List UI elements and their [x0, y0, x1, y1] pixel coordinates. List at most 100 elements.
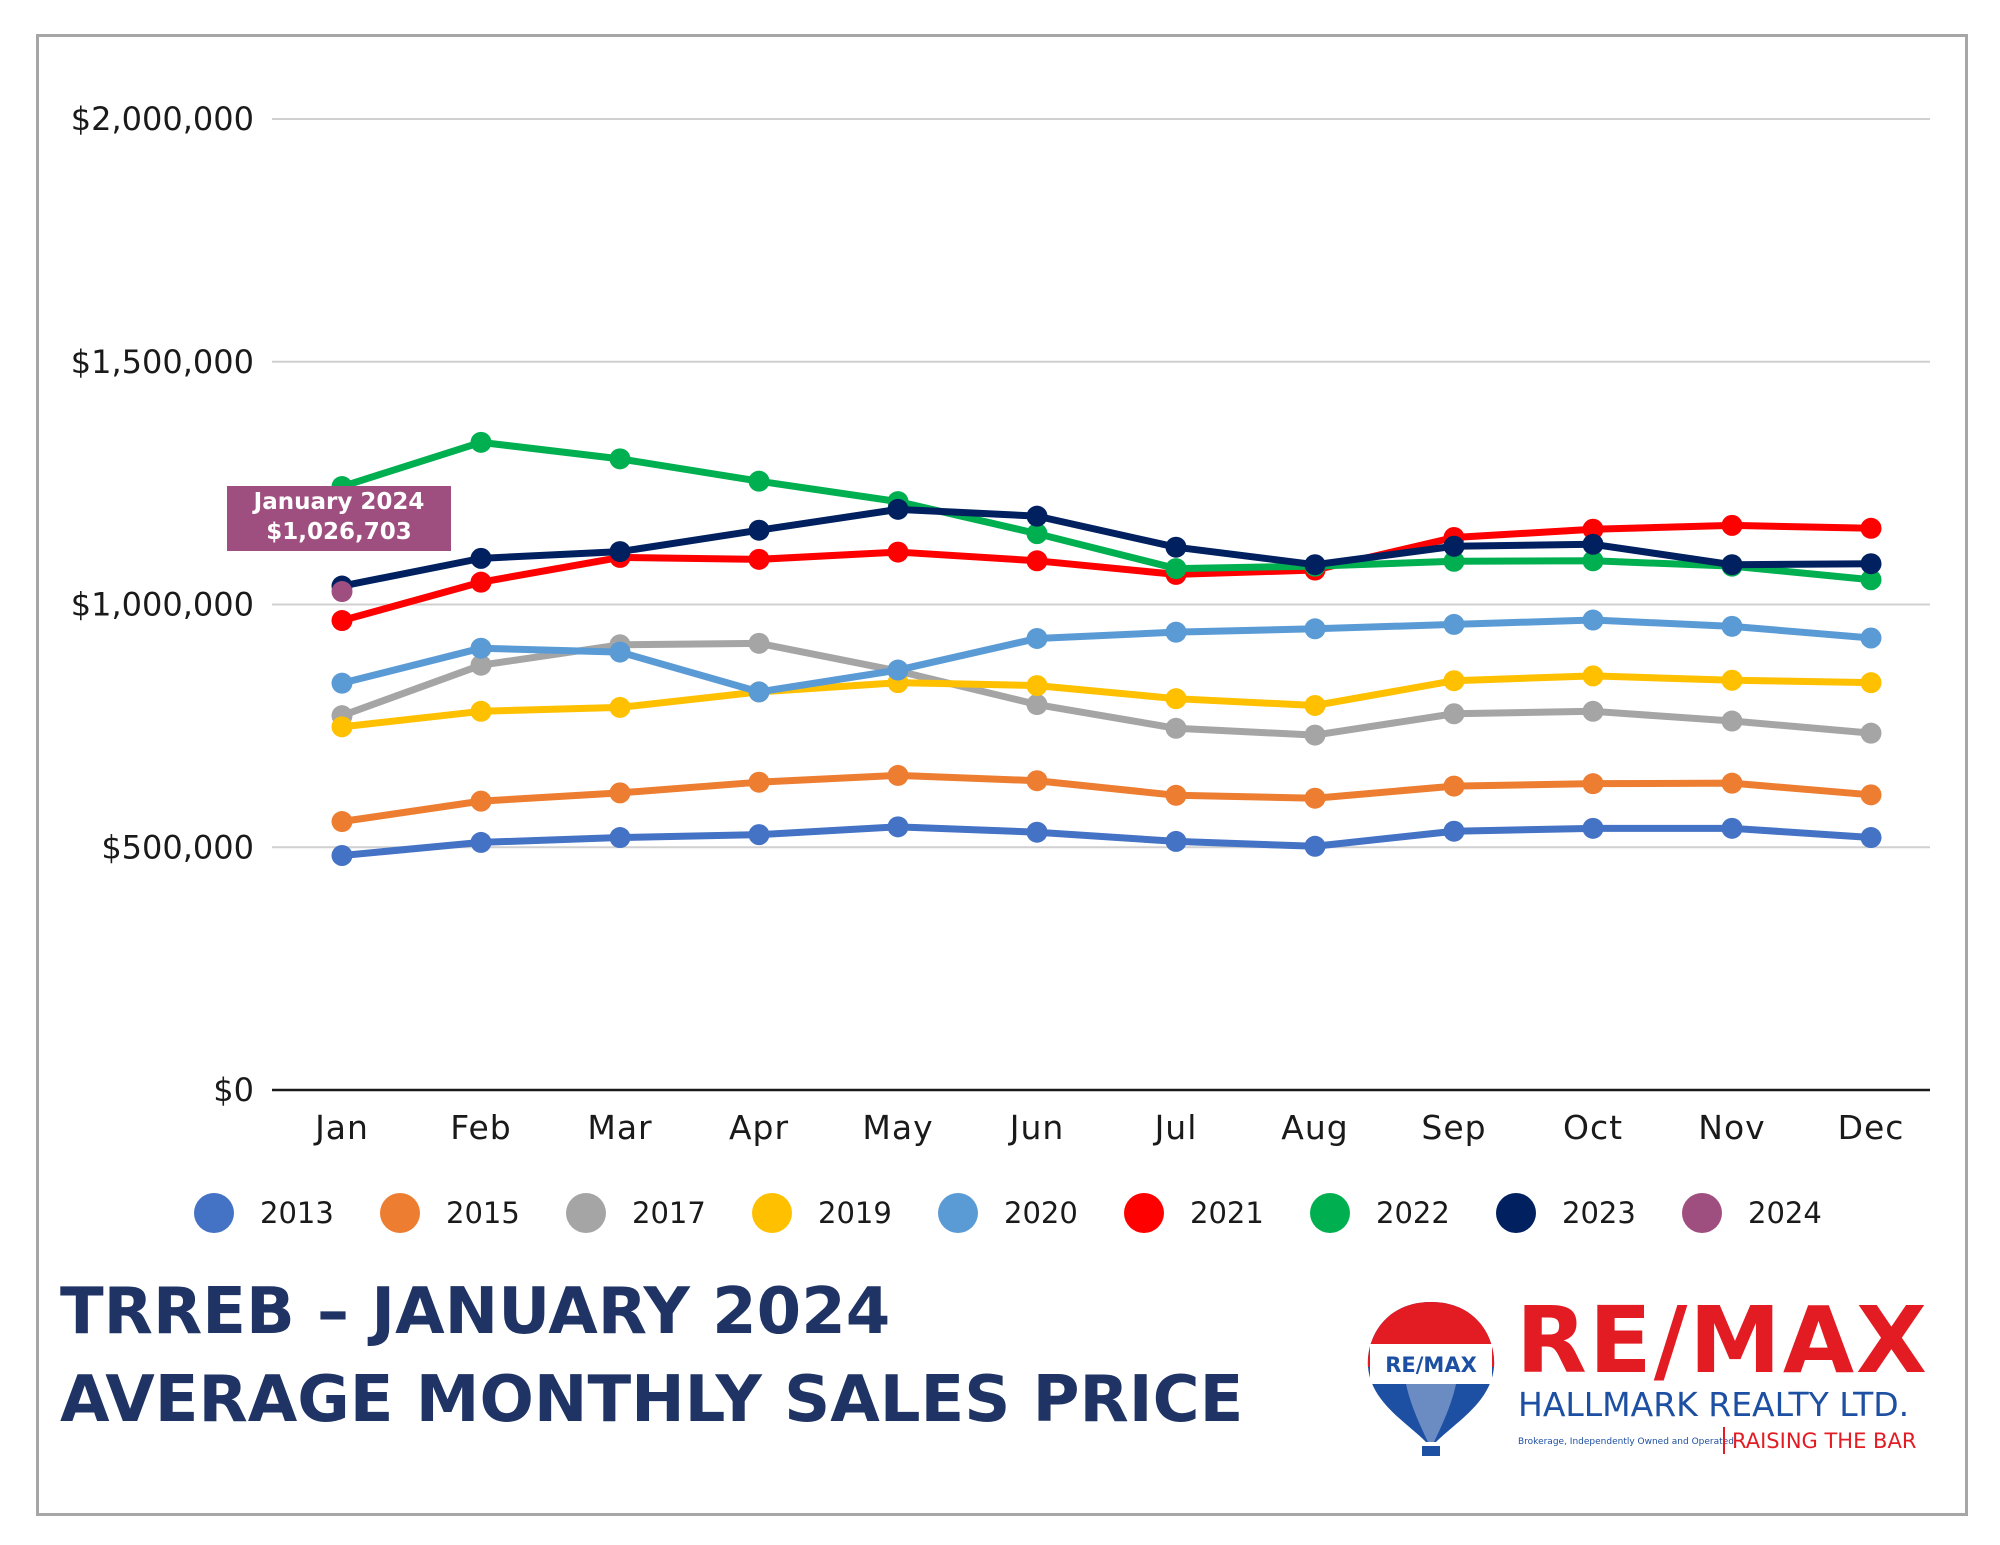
data-point — [1860, 784, 1882, 806]
data-point — [609, 641, 631, 663]
x-tick-label: Mar — [587, 1108, 652, 1147]
data-point — [1026, 675, 1048, 697]
page-title: TRREB – JANUARY 2024 AVERAGE MONTHLY SAL… — [60, 1268, 1243, 1444]
data-point — [1721, 554, 1743, 576]
data-point — [1721, 817, 1743, 839]
series-2023 — [331, 498, 1882, 597]
data-point — [609, 696, 631, 718]
legend-label: 2015 — [446, 1196, 520, 1230]
series-line — [338, 672, 1875, 731]
balloon-icon: RE/MAX — [1367, 1302, 1495, 1456]
data-point — [1860, 827, 1882, 849]
legend-item: 2024 — [1682, 1193, 1822, 1233]
legend-label: 2021 — [1190, 1196, 1264, 1230]
data-point — [748, 632, 770, 654]
data-point — [1443, 670, 1465, 692]
data-point — [1165, 621, 1187, 643]
legend-swatch — [566, 1193, 606, 1233]
data-point — [748, 771, 770, 793]
legend-swatch — [194, 1193, 234, 1233]
legend-item: 2020 — [938, 1193, 1078, 1233]
data-point — [1582, 533, 1604, 555]
data-point — [887, 816, 909, 838]
data-point — [1582, 700, 1604, 722]
data-point — [470, 831, 492, 853]
data-point — [331, 672, 353, 694]
data-point — [887, 541, 909, 563]
series-2013 — [331, 816, 1882, 867]
legend-item: 2015 — [380, 1193, 520, 1233]
x-tick-label: Jun — [1008, 1108, 1065, 1147]
x-tick-label: Jul — [1153, 1108, 1198, 1147]
series-2019 — [331, 665, 1882, 738]
x-tick-label: Apr — [729, 1108, 789, 1147]
data-point — [470, 654, 492, 676]
data-point — [1443, 613, 1465, 635]
y-tick-label: $2,000,000 — [71, 100, 254, 138]
remax-logo: RE/MAX RE/MAX HALLMARK REALTY LTD. Broke… — [1367, 1287, 1926, 1456]
data-point — [1304, 835, 1326, 857]
legend-swatch — [752, 1193, 792, 1233]
data-point — [470, 637, 492, 659]
x-tick-label: Oct — [1563, 1108, 1623, 1147]
legend-swatch — [380, 1193, 420, 1233]
data-point — [1582, 609, 1604, 631]
data-point — [1582, 665, 1604, 687]
callout-line-2: $1,026,703 — [266, 519, 412, 545]
data-point — [1026, 550, 1048, 572]
data-point — [1860, 517, 1882, 539]
data-point — [1443, 535, 1465, 557]
data-point — [1026, 523, 1048, 545]
data-point — [1304, 618, 1326, 640]
data-point — [1443, 775, 1465, 797]
tagline: RAISING THE BAR — [1732, 1429, 1916, 1453]
series-line — [338, 505, 1875, 590]
data-point — [1721, 772, 1743, 794]
data-point — [331, 610, 353, 632]
legend-label: 2013 — [260, 1196, 334, 1230]
data-point — [609, 782, 631, 804]
data-point — [1165, 830, 1187, 852]
legend-label: 2022 — [1376, 1196, 1450, 1230]
legend-item: 2021 — [1124, 1193, 1264, 1233]
data-point — [1721, 710, 1743, 732]
y-tick-label: $1,500,000 — [71, 343, 254, 381]
data-point — [609, 448, 631, 470]
data-point — [1721, 615, 1743, 637]
data-point — [887, 659, 909, 681]
data-point — [748, 548, 770, 570]
legend-label: 2024 — [1748, 1196, 1822, 1230]
data-point — [1443, 820, 1465, 842]
callout-line-1: January 2024 — [252, 489, 425, 515]
data-point — [1026, 505, 1048, 527]
y-tick-label: $500,000 — [101, 828, 254, 866]
legend-item: 2022 — [1310, 1193, 1450, 1233]
legend-swatch — [1124, 1193, 1164, 1233]
fine-print: Brokerage, Independently Owned and Opera… — [1518, 1437, 1734, 1447]
legend-swatch — [1310, 1193, 1350, 1233]
data-point — [1443, 703, 1465, 725]
x-axis: Jan Feb Mar Apr May Jun Jul Aug Sep Oct Nov Dec — [313, 1108, 1903, 1147]
company-name: HALLMARK REALTY LTD. — [1518, 1385, 1909, 1424]
legend-label: 2020 — [1004, 1196, 1078, 1230]
data-point — [1026, 694, 1048, 716]
data-point — [331, 716, 353, 738]
x-tick-label: Jan — [313, 1108, 369, 1147]
series-line — [338, 616, 1875, 696]
legend-item: 2013 — [194, 1193, 334, 1233]
line-chart: $0 $500,000 $1,000,000 $1,500,000 $2,000,000… — [71, 100, 1930, 1233]
data-point — [1582, 817, 1604, 839]
data-point — [1582, 550, 1604, 572]
data-point — [331, 811, 353, 833]
data-point — [1026, 627, 1048, 649]
legend-item: 2023 — [1496, 1193, 1636, 1233]
data-point — [1304, 724, 1326, 746]
x-tick-label: Nov — [1698, 1108, 1765, 1147]
data-point — [748, 681, 770, 703]
data-point — [1304, 694, 1326, 716]
legend: 2013 2015 2017 2019 2020 2021 2022 2023 2024 — [194, 1193, 1822, 1233]
data-point — [609, 541, 631, 563]
data-point — [1860, 722, 1882, 744]
data-point — [1304, 554, 1326, 576]
series-line — [338, 521, 1875, 625]
